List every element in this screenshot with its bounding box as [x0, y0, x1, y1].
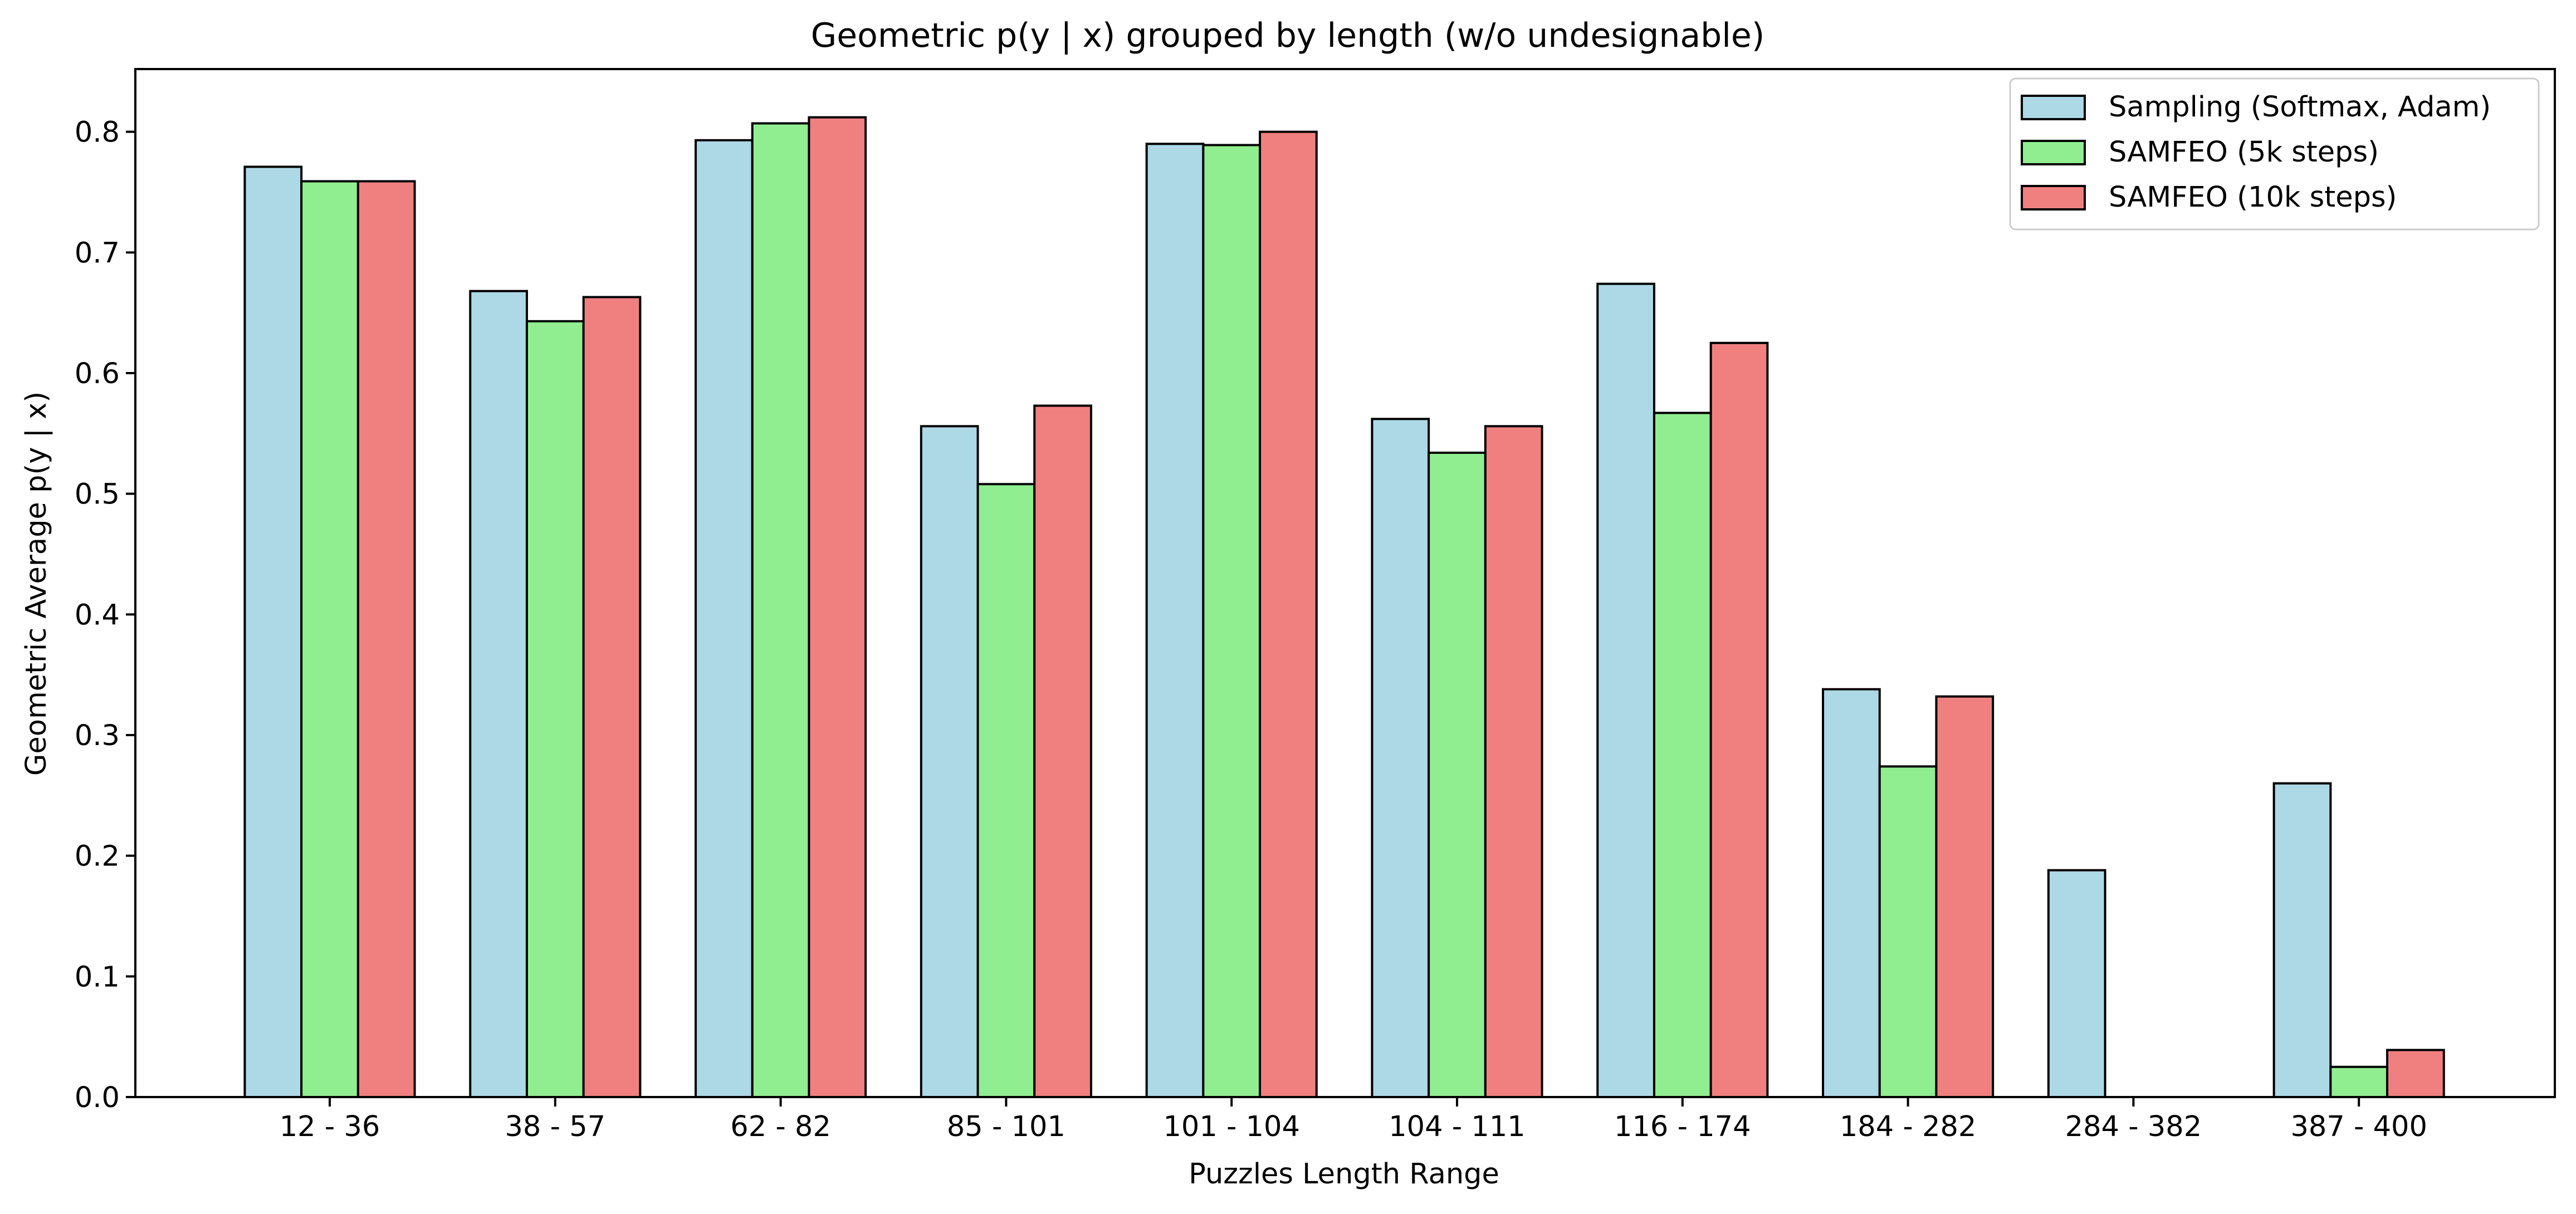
- x-tick-label: 85 - 101: [947, 1110, 1065, 1143]
- bar: [356, 180, 416, 1098]
- legend-label: Sampling (Softmax, Adam): [2109, 91, 2491, 124]
- bar: [1709, 341, 1769, 1098]
- legend-box: [2009, 77, 2540, 231]
- bar: [2272, 782, 2332, 1098]
- legend-swatch: [2021, 140, 2086, 165]
- y-tick-label: 0.0: [75, 1081, 120, 1114]
- bar: [582, 296, 642, 1098]
- bar: [243, 165, 303, 1098]
- x-tick-label: 38 - 57: [505, 1110, 605, 1143]
- y-tick-label: 0.4: [75, 599, 120, 632]
- y-tick-label: 0.2: [75, 840, 120, 873]
- legend-label: SAMFEO (5k steps): [2109, 136, 2379, 169]
- bar: [300, 180, 359, 1098]
- x-tick-label: 104 - 111: [1389, 1110, 1526, 1143]
- bar: [808, 116, 867, 1099]
- bar: [1202, 144, 1262, 1098]
- x-tick-label: 116 - 174: [1614, 1110, 1751, 1143]
- y-tick-label: 0.5: [75, 478, 120, 511]
- bar: [695, 139, 754, 1098]
- y-tick-label: 0.6: [75, 358, 120, 390]
- legend-swatch: [2021, 95, 2086, 120]
- bar: [1371, 418, 1430, 1098]
- chart-title: Geometric p(y | x) grouped by length (w/…: [811, 16, 1765, 55]
- y-axis-label: Geometric Average p(y | x): [20, 391, 53, 776]
- x-tick-label: 62 - 82: [730, 1110, 831, 1143]
- x-tick-label: 12 - 36: [280, 1110, 380, 1143]
- legend-label: SAMFEO (10k steps): [2109, 181, 2397, 214]
- y-axis: 0.0 0.1 0.2 0.3 0.4 0.5 0.6 0.7 0.8: [75, 116, 135, 1114]
- bar: [1428, 452, 1487, 1098]
- plot-area-frame: [134, 68, 2556, 1098]
- bar: [1596, 282, 1655, 1099]
- x-axis: 12 - 36 38 - 57 62 - 82 85 - 101 101 - 104 10…: [280, 1097, 2427, 1143]
- x-tick-label: 387 - 400: [2290, 1110, 2427, 1143]
- bar: [1484, 425, 1543, 1098]
- bar: [1878, 765, 1938, 1099]
- bar: [976, 483, 1036, 1098]
- y-tick-label: 0.8: [75, 116, 120, 149]
- bar: [525, 320, 585, 1098]
- bar: [2329, 1065, 2389, 1099]
- bar: [751, 122, 810, 1098]
- bar: [1145, 143, 1205, 1098]
- bar: [469, 290, 528, 1099]
- bar: [1822, 688, 1881, 1098]
- x-tick-label: 101 - 104: [1163, 1110, 1300, 1143]
- bars-group: [243, 116, 2445, 1099]
- bar: [1935, 695, 1995, 1098]
- x-tick-label: 184 - 282: [1840, 1110, 1977, 1143]
- legend: Sampling (Softmax, Adam) SAMFEO (5k steps…: [2009, 77, 2540, 231]
- bar: [1033, 404, 1092, 1098]
- bar: [2047, 869, 2106, 1098]
- y-tick-label: 0.3: [75, 719, 120, 752]
- y-tick-label: 0.1: [75, 961, 120, 993]
- legend-swatch: [2021, 185, 2086, 211]
- x-tick-label: 284 - 382: [2065, 1110, 2202, 1143]
- bar: [1259, 130, 1318, 1099]
- x-axis-label: Puzzles Length Range: [1189, 1158, 1499, 1191]
- bar: [2386, 1049, 2445, 1098]
- bar: [1653, 412, 1712, 1098]
- bar: [920, 425, 979, 1098]
- y-tick-label: 0.7: [75, 237, 120, 270]
